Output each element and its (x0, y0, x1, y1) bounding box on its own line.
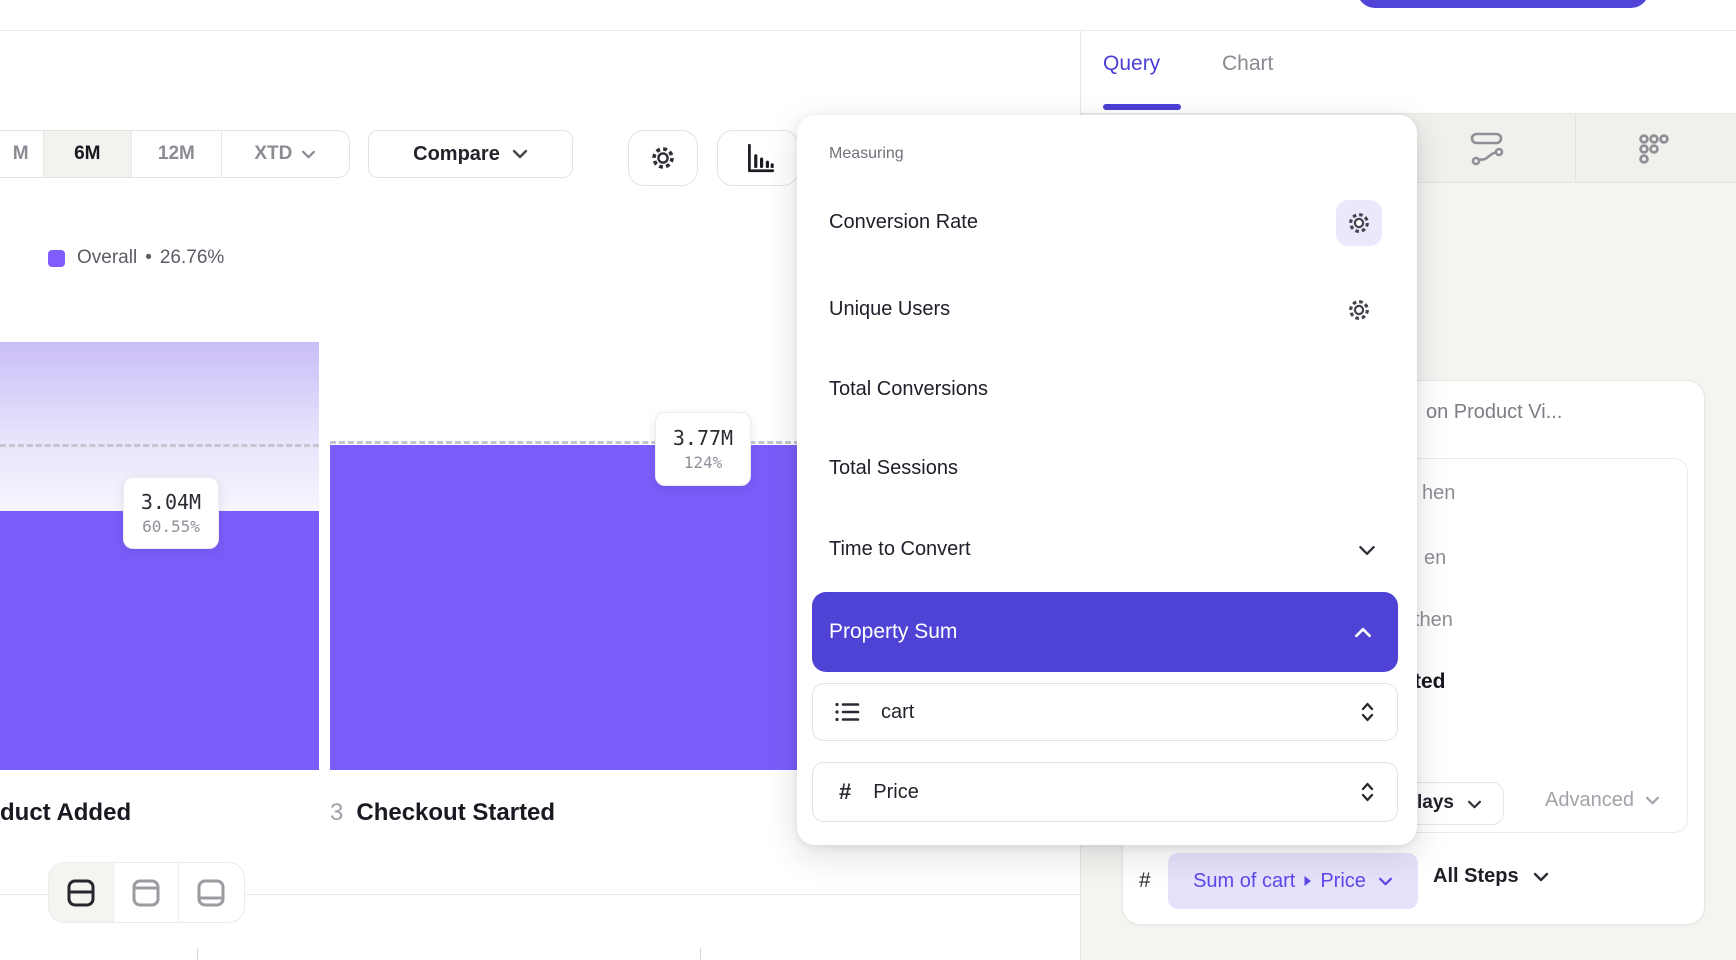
card-title-partial: on Product Vi... (1426, 401, 1563, 423)
chevron-down-icon (1467, 800, 1482, 809)
chart-type-button[interactable] (717, 130, 799, 186)
measure-hash-label: # (1139, 869, 1151, 892)
layout-panel-bottom-button[interactable] (179, 863, 244, 922)
chevron-up-icon (1354, 627, 1372, 638)
arrow-right-icon (1303, 875, 1312, 887)
select-updown-icon (1360, 701, 1375, 723)
time-range-xtd[interactable]: XTD (222, 131, 349, 177)
chevron-down-icon (1378, 877, 1393, 886)
chart-settings-button[interactable] (628, 130, 698, 186)
table-column-divider (197, 948, 198, 960)
bar-chart-icon (742, 140, 778, 176)
tab-chart[interactable]: Chart (1222, 52, 1274, 75)
layout-split-horizontal-button[interactable] (49, 863, 115, 922)
step-row-fragment: en (1424, 547, 1447, 569)
step-event-fragment: ted (1414, 670, 1446, 693)
tab-query-active-indicator (1103, 104, 1181, 110)
step3-label: 3 Checkout Started (330, 799, 556, 826)
time-range-control: M 6M 12M XTD (0, 130, 350, 178)
legend-label: Overall • 26.76% (77, 247, 225, 268)
time-range-3m-partial[interactable]: M (0, 131, 44, 177)
tooltip-step2: 3.04M 60.55% (123, 477, 219, 549)
layout-panel-top-button[interactable] (114, 863, 179, 922)
legend-swatch (48, 250, 65, 267)
split-middle-icon (65, 877, 97, 909)
primary-action-button-partial[interactable] (1357, 0, 1649, 8)
menu-item-conversion-rate[interactable]: Conversion Rate (829, 211, 978, 233)
chevron-down-icon (1645, 796, 1660, 805)
tab-query[interactable]: Query (1103, 52, 1161, 75)
compare-button[interactable]: Compare (368, 130, 573, 178)
dots-pyramid-icon (1635, 130, 1673, 168)
hash-icon: # (839, 779, 852, 804)
menu-item-total-conversions[interactable]: Total Conversions (829, 378, 988, 400)
gear-icon (649, 144, 677, 172)
menu-item-time-to-convert[interactable]: Time to Convert (829, 538, 971, 560)
gear-icon (1346, 210, 1372, 236)
funnel-bar-step2-dashline (0, 444, 319, 447)
flow-view-button[interactable] (1462, 127, 1512, 170)
tab-band (1080, 31, 1736, 114)
layout-toggle-group (48, 862, 245, 923)
property-sum-event-select[interactable]: cart (812, 683, 1398, 741)
chart-bottom-divider (0, 894, 1080, 895)
advanced-dropdown[interactable]: Advanced (1545, 789, 1660, 812)
measuring-title: Measuring (829, 145, 904, 162)
chevron-down-icon[interactable] (1358, 545, 1376, 556)
split-top-icon (130, 877, 162, 909)
menu-item-unique-users[interactable]: Unique Users (829, 298, 951, 320)
flow-icon (1467, 130, 1507, 168)
split-bottom-icon (195, 877, 227, 909)
property-sum-property-select[interactable]: # Price (812, 762, 1398, 822)
table-column-divider (700, 948, 701, 960)
step-row-fragment: then (1414, 609, 1453, 631)
top-header-bar (0, 0, 1736, 31)
funnel-bar-step3[interactable] (330, 445, 800, 770)
time-range-6m[interactable]: 6M (43, 131, 133, 177)
toolbar-section-divider (1575, 114, 1576, 182)
list-icon (833, 700, 861, 724)
step2-label: duct Added (0, 799, 132, 826)
measure-chip[interactable]: Sum of cart Price (1168, 853, 1418, 909)
unique-users-gear-button[interactable] (1336, 287, 1382, 333)
menu-item-total-sessions[interactable]: Total Sessions (829, 457, 958, 479)
gear-icon (1346, 297, 1372, 323)
select-updown-icon (1360, 781, 1375, 803)
time-range-12m[interactable]: 12M (132, 131, 222, 177)
chevron-down-icon (1533, 872, 1549, 882)
tooltip-step3: 3.77M 124% (655, 412, 751, 486)
step-row-fragment: hen (1422, 482, 1456, 504)
menu-item-property-sum-selected[interactable]: Property Sum (812, 592, 1398, 672)
chevron-down-icon (301, 150, 316, 159)
funnel-bar-step3-dashline (330, 441, 800, 444)
chevron-down-icon (512, 149, 528, 159)
all-steps-dropdown[interactable]: All Steps (1433, 865, 1549, 888)
measuring-dropdown: Measuring Conversion Rate Unique Users (797, 115, 1417, 845)
conversion-rate-gear-button[interactable] (1336, 200, 1382, 246)
funnel-bar-step2[interactable] (0, 511, 319, 770)
steps-view-button[interactable] (1629, 127, 1679, 170)
